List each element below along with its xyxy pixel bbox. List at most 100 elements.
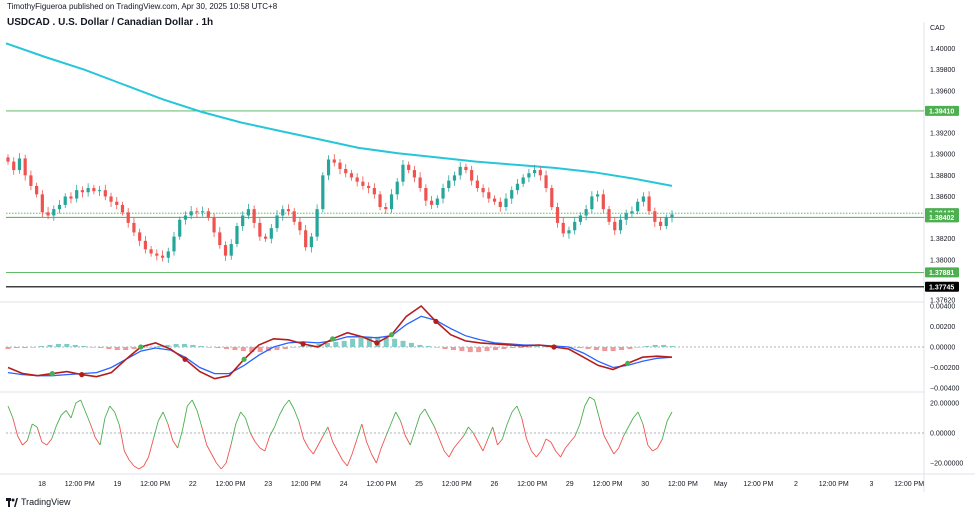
candle-body[interactable]	[315, 209, 319, 237]
candle-body[interactable]	[241, 215, 245, 227]
candle-body[interactable]	[378, 194, 382, 208]
candle-body[interactable]	[607, 209, 611, 222]
candle-body[interactable]	[624, 213, 628, 220]
candle-body[interactable]	[412, 170, 417, 178]
candle-body[interactable]	[281, 209, 285, 216]
candle-body[interactable]	[475, 180, 479, 189]
candle-body[interactable]	[52, 209, 56, 216]
candle-body[interactable]	[29, 175, 33, 186]
candle-body[interactable]	[533, 170, 537, 174]
candle-body[interactable]	[653, 211, 657, 222]
candle-body[interactable]	[252, 209, 256, 223]
candle-body[interactable]	[40, 194, 44, 213]
candle-body[interactable]	[155, 253, 159, 256]
candle-body[interactable]	[17, 158, 22, 171]
candle-body[interactable]	[143, 240, 147, 250]
candle-body[interactable]	[132, 222, 136, 233]
candle-body[interactable]	[578, 215, 583, 222]
candle-body[interactable]	[647, 196, 651, 212]
candle-body[interactable]	[550, 188, 554, 208]
candle-body[interactable]	[115, 201, 119, 205]
candle-body[interactable]	[636, 201, 640, 212]
candle-body[interactable]	[263, 236, 268, 239]
candle-body[interactable]	[92, 188, 96, 192]
candle-body[interactable]	[326, 159, 331, 176]
candle-body[interactable]	[384, 207, 388, 210]
candle-body[interactable]	[618, 219, 623, 231]
tradingview-brand[interactable]: TradingView	[6, 497, 71, 507]
candle-body[interactable]	[275, 215, 279, 229]
candle-body[interactable]	[97, 190, 102, 192]
candle-body[interactable]	[212, 217, 216, 233]
candle-body[interactable]	[75, 190, 79, 199]
candle-body[interactable]	[120, 204, 125, 213]
candle-body[interactable]	[527, 173, 531, 178]
candle-body[interactable]	[189, 211, 193, 216]
candle-body[interactable]	[613, 221, 617, 231]
candle-body[interactable]	[641, 196, 645, 202]
candle-body[interactable]	[355, 177, 359, 182]
candle-body[interactable]	[23, 158, 27, 176]
candle-body[interactable]	[658, 221, 663, 227]
candle-body[interactable]	[206, 211, 210, 218]
candle-body[interactable]	[372, 188, 376, 195]
candle-body[interactable]	[521, 177, 525, 184]
candle-body[interactable]	[35, 185, 39, 195]
candle-body[interactable]	[464, 166, 468, 171]
candle-body[interactable]	[269, 228, 273, 239]
candle-body[interactable]	[223, 245, 228, 256]
candle-body[interactable]	[515, 183, 520, 191]
candle-body[interactable]	[389, 194, 394, 210]
candle-body[interactable]	[595, 194, 600, 197]
candle-body[interactable]	[258, 222, 262, 237]
candle-body[interactable]	[452, 175, 457, 181]
candle-body[interactable]	[418, 177, 422, 189]
candle-body[interactable]	[6, 157, 10, 162]
candle-body[interactable]	[304, 230, 308, 248]
candle-body[interactable]	[481, 188, 485, 193]
candle-body[interactable]	[441, 188, 445, 199]
candle-body[interactable]	[201, 211, 205, 213]
candle-body[interactable]	[429, 200, 434, 205]
candle-body[interactable]	[286, 209, 291, 212]
candle-body[interactable]	[57, 204, 62, 210]
candle-body[interactable]	[235, 226, 239, 245]
candle-body[interactable]	[435, 198, 439, 205]
candle-body[interactable]	[86, 188, 90, 193]
candle-body[interactable]	[367, 185, 371, 189]
candle-body[interactable]	[103, 190, 107, 197]
candle-body[interactable]	[361, 181, 365, 186]
candle-body[interactable]	[487, 192, 491, 199]
candle-body[interactable]	[160, 255, 165, 258]
candle-body[interactable]	[349, 173, 354, 178]
candle-body[interactable]	[590, 196, 594, 210]
candle-body[interactable]	[46, 212, 50, 216]
candle-body[interactable]	[298, 221, 302, 231]
candle-body[interactable]	[63, 196, 67, 205]
candle-body[interactable]	[166, 251, 170, 258]
candle-body[interactable]	[567, 230, 571, 234]
candle-body[interactable]	[561, 222, 565, 234]
candle-body[interactable]	[338, 162, 342, 169]
candle-body[interactable]	[447, 180, 451, 189]
candle-body[interactable]	[195, 211, 199, 213]
candle-body[interactable]	[332, 159, 336, 163]
candle-body[interactable]	[601, 194, 605, 210]
candle-body[interactable]	[664, 217, 668, 227]
candle-body[interactable]	[246, 209, 251, 216]
candle-body[interactable]	[109, 196, 113, 202]
candle-body[interactable]	[544, 175, 548, 189]
candle-body[interactable]	[492, 198, 497, 202]
candle-body[interactable]	[670, 214, 674, 218]
candle-body[interactable]	[292, 211, 296, 222]
candle-body[interactable]	[309, 236, 313, 248]
candle-body[interactable]	[498, 201, 502, 208]
candle-body[interactable]	[407, 164, 411, 171]
candle-body[interactable]	[584, 209, 588, 216]
candle-body[interactable]	[80, 190, 85, 193]
candle-body[interactable]	[510, 190, 514, 199]
candle-body[interactable]	[183, 215, 188, 220]
candle-body[interactable]	[178, 219, 182, 237]
candle-body[interactable]	[229, 244, 233, 256]
